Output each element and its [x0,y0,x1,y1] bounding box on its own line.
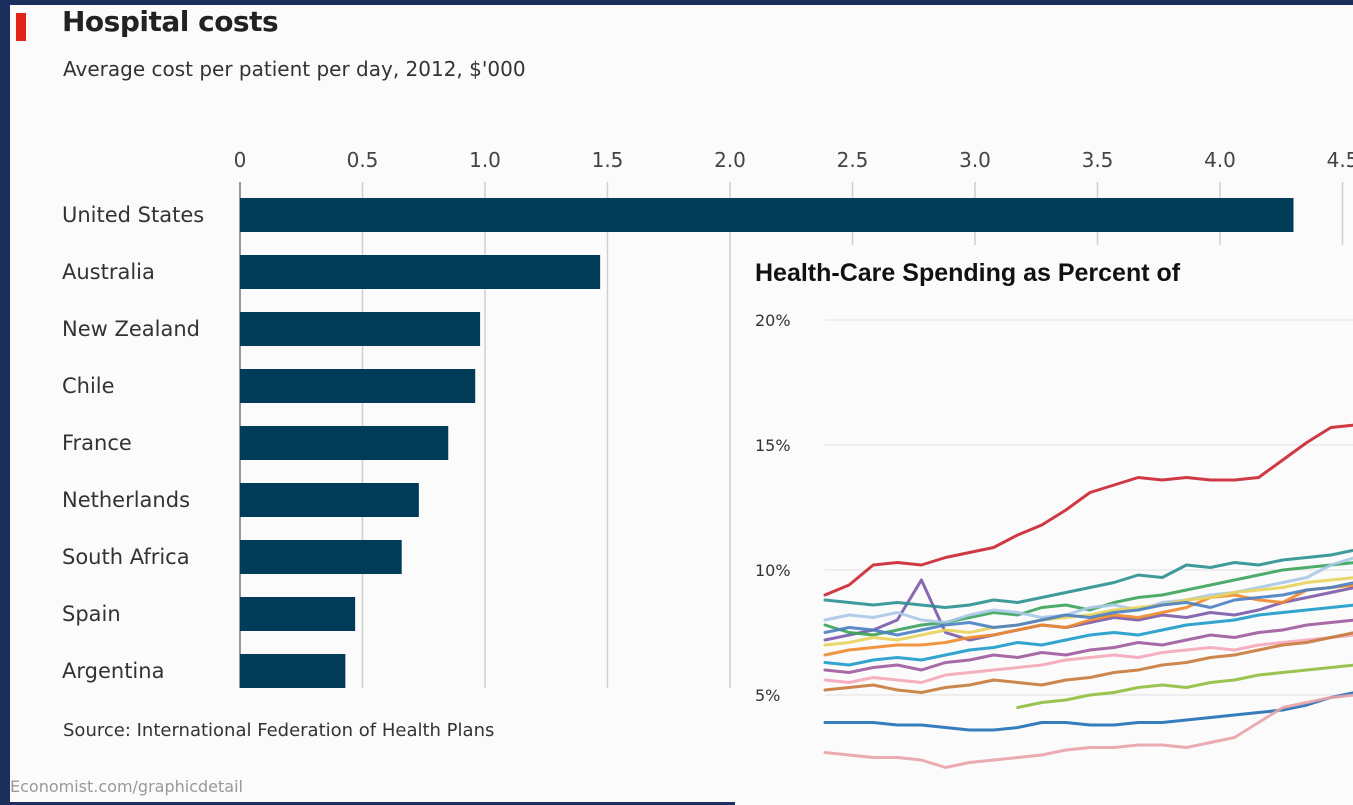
x-tick-label: 1.5 [592,148,624,172]
line-chart-title: Health-Care Spending as Percent of [755,259,1181,287]
x-tick-label: 4.5 [1327,148,1353,172]
series-line [823,581,1353,637]
category-label: France [62,431,132,455]
bar [240,369,476,403]
series-line [823,631,1353,694]
category-label: Chile [62,374,115,398]
series-line [823,548,1353,609]
x-tick-label: 3.0 [959,148,991,172]
red-accent-mark [16,13,26,41]
x-tick-label: 2.0 [714,148,746,172]
category-label: South Africa [62,545,190,569]
category-label: United States [62,203,204,227]
series-line [1016,663,1353,709]
series-line [823,618,1353,674]
bar [240,597,356,631]
x-tick-label: 3.5 [1082,148,1114,172]
x-tick-label: 4.0 [1204,148,1236,172]
y-tick-label: 10% [755,561,791,580]
chart-title: Hospital costs [62,5,279,38]
series-line [823,578,1353,642]
category-label: New Zealand [62,317,200,341]
x-tick-label: 2.5 [837,148,869,172]
series-line [823,603,1353,667]
y-tick-label: 20% [755,311,791,330]
category-label: Spain [62,602,121,626]
credit-note: Economist.com/graphicdetail [10,777,243,796]
bar [240,255,601,289]
series-line [823,561,1353,637]
bar [240,312,481,346]
line-chart: 20% 15% 10% 5% [755,311,1353,769]
line-chart-overlay: 20% 15% 10% 5% Health-Care Spending as Perc… [735,245,1353,805]
bar [240,654,346,688]
x-tick-label: 0 [234,148,247,172]
chart-subtitle: Average cost per patient per day, 2012, … [63,57,526,81]
source-note: Source: International Federation of Heal… [63,720,495,741]
category-label: Argentina [62,659,164,683]
bar [240,540,402,574]
category-label: Australia [62,260,155,284]
bar [240,426,449,460]
series-line [823,423,1353,597]
y-tick-label: 5% [755,686,780,705]
series-line [823,576,1353,647]
x-tick-label: 0.5 [347,148,379,172]
x-tick-label: 1.0 [469,148,501,172]
series-line [823,583,1353,657]
series-line [823,556,1353,624]
bar [240,483,419,517]
category-label: Netherlands [62,488,190,512]
series-line [823,691,1353,732]
series-line [823,693,1353,769]
y-tick-label: 15% [755,436,791,455]
series-line [823,633,1353,684]
bar [240,198,1294,232]
